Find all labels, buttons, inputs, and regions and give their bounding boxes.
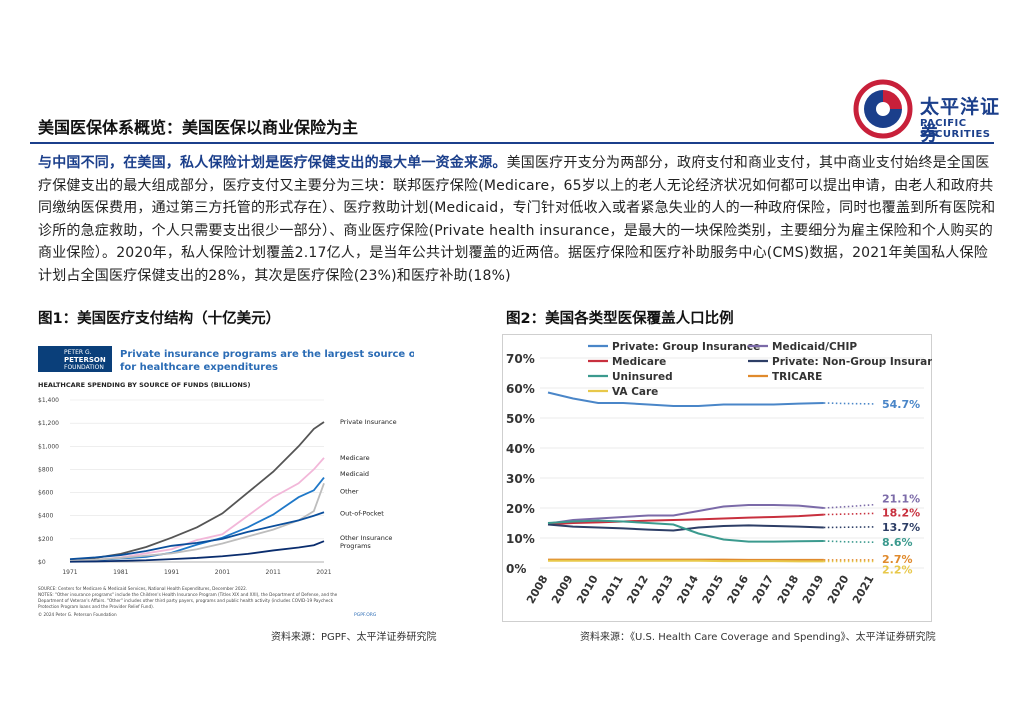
intro-highlight: 与中国不同，在美国，私人保险计划是医疗保健支出的最大单一资金来源。 bbox=[38, 155, 507, 171]
chart1-x-tick-label: 2011 bbox=[266, 569, 281, 576]
chart1-series-label: Other bbox=[340, 487, 359, 495]
chart2-projection-private-non-group-insurance bbox=[823, 526, 875, 529]
chart2-legend-label: Private: Non-Group Insurance bbox=[772, 356, 932, 368]
chart1-series-label: Other Insurance bbox=[340, 534, 392, 542]
chart2-projection-uninsured bbox=[823, 540, 875, 543]
chart2-projection-medicaid-chip bbox=[823, 503, 875, 509]
chart1-series-label: Programs bbox=[340, 542, 371, 550]
chart1-series-label: Medicare bbox=[340, 454, 370, 462]
chart1-x-tick-label: 2001 bbox=[215, 569, 230, 576]
chart2-end-label: 2.7% bbox=[882, 553, 913, 566]
chart2-end-label: 54.7% bbox=[882, 398, 920, 411]
logo-subtext: PACIFIC SECURITIES bbox=[920, 118, 991, 140]
chart2-end-label: 18.2% bbox=[882, 507, 920, 520]
chart1-x-tick-label: 2021 bbox=[316, 569, 331, 576]
figure2-chart: 0% 10% 20% 30% 40% 50% 60% 70% 2008 2009 2010 2011 2… bbox=[502, 334, 948, 622]
chart2-legend-label: VA Care bbox=[612, 386, 658, 398]
chart1-y-tick-label: $600 bbox=[38, 490, 53, 497]
figure1-title: 图1：美国医疗支付结构（十亿美元） bbox=[38, 311, 281, 327]
brand-line3: FOUNDATION bbox=[64, 364, 104, 371]
chart1-series-label: Out-of-Pocket bbox=[340, 509, 384, 517]
chart1-y-tick-label: $1,000 bbox=[38, 443, 59, 450]
chart1-line-out-of-pocket bbox=[69, 511, 325, 561]
brand-line1: PETER G. bbox=[64, 349, 92, 356]
header-divider bbox=[30, 142, 994, 144]
intro-body: 美国医疗开支分为两部分，政府支付和商业支付，其中商业支付始终是全国医疗保健支出的… bbox=[38, 155, 996, 284]
company-logo: 太平洋证券 PACIFIC SECURITIES bbox=[852, 78, 1012, 145]
chart2-y-tick-label: 50% bbox=[506, 412, 535, 426]
chart1-headline-1: Private insurance programs are the large… bbox=[120, 349, 414, 360]
chart2-y-tick-label: 20% bbox=[506, 502, 535, 516]
chart1-series-label: Private Insurance bbox=[340, 418, 397, 426]
chart2-end-label: 21.1% bbox=[882, 492, 920, 505]
logo-text: 太平洋证券 bbox=[920, 96, 1001, 145]
chart1-x-tick-label: 1971 bbox=[62, 569, 77, 576]
figure2-title: 图2：美国各类型医保覆盖人口比例 bbox=[506, 311, 734, 327]
chart2-end-label: 13.7% bbox=[882, 521, 920, 534]
chart2-line-medicaid-chip bbox=[547, 504, 824, 525]
chart1-footnote-4: Protection Program loans and the Provide… bbox=[38, 604, 154, 609]
chart1-y-tick-label: $800 bbox=[38, 466, 53, 473]
chart2-legend-label: TRICARE bbox=[772, 371, 822, 383]
chart2-projection-medicare bbox=[823, 512, 875, 516]
chart2-legend-label: Uninsured bbox=[612, 371, 673, 383]
logo-mark-icon bbox=[853, 79, 913, 139]
chart1-footnote-code: PGPF.ORG bbox=[354, 612, 377, 618]
chart2-legend-label: Medicare bbox=[612, 356, 666, 368]
chart1-x-tick-label: 1991 bbox=[164, 569, 179, 576]
brand-line2: PETERSON bbox=[64, 356, 106, 364]
spending-by-source-chart: PETER G. PETERSON FOUNDATION Private ins… bbox=[38, 346, 467, 618]
chart1-y-tick-label: $1,400 bbox=[38, 397, 59, 404]
chart1-y-tick-label: $200 bbox=[38, 536, 53, 543]
chart2-y-tick-label: 40% bbox=[506, 442, 535, 456]
figure1-chart: PETER G. PETERSON FOUNDATION Private ins… bbox=[34, 336, 467, 624]
chart2-line-uninsured bbox=[547, 519, 824, 543]
figure2-source: 资料来源：《U.S. Health Care Coverage and Spen… bbox=[580, 632, 936, 643]
chart1-series-label: Medicaid bbox=[340, 470, 369, 478]
chart2-line-va-care bbox=[548, 559, 824, 563]
chart2-line-medicare bbox=[547, 513, 824, 526]
chart2-end-label: 8.6% bbox=[882, 536, 913, 549]
chart2-line-private-group-insurance bbox=[547, 391, 824, 407]
chart2-y-tick-label: 0% bbox=[506, 562, 526, 576]
chart2-y-tick-label: 10% bbox=[506, 532, 535, 546]
page-title: 美国医保体系概览：美国医保以商业保险为主 bbox=[38, 118, 359, 137]
chart1-subhead: HEALTHCARE SPENDING BY SOURCE OF FUNDS (… bbox=[38, 381, 250, 389]
coverage-share-chart: 0%10%20%30%40%50%60%70%20082009201020112… bbox=[502, 334, 948, 622]
chart2-projection-private-group-insurance bbox=[823, 402, 875, 405]
pgpf-logo-icon bbox=[38, 346, 112, 372]
chart1-y-tick-label: $400 bbox=[38, 513, 53, 520]
chart1-y-tick-label: $1,200 bbox=[38, 420, 59, 427]
chart1-line-other-insurance-programs bbox=[69, 540, 325, 563]
chart2-y-tick-label: 30% bbox=[506, 472, 535, 486]
chart1-x-tick-label: 1981 bbox=[113, 569, 128, 576]
figure1-source: 资料来源：PGPF、太平洋证券研究院 bbox=[271, 632, 437, 643]
intro-paragraph: 与中国不同，在美国，私人保险计划是医疗保健支出的最大单一资金来源。美国医疗开支分… bbox=[38, 152, 996, 287]
chart1-footnote-3: Department of Veteran's Affairs. "Other"… bbox=[38, 598, 334, 603]
chart2-legend-label: Private: Group Insurance bbox=[612, 341, 760, 353]
chart1-y-tick-label: $0 bbox=[38, 559, 46, 566]
chart1-line-medicare bbox=[69, 457, 325, 562]
chart2-y-tick-label: 70% bbox=[506, 352, 535, 366]
chart2-y-tick-label: 60% bbox=[506, 382, 535, 396]
chart1-headline-2: for healthcare expenditures bbox=[120, 362, 278, 373]
chart1-footnote-2: NOTES: "Other insurance programs" includ… bbox=[38, 592, 338, 597]
chart2-end-label: 2.2% bbox=[882, 564, 913, 577]
chart2-legend-label: Medicaid/CHIP bbox=[772, 341, 857, 353]
chart1-footnote-1: SOURCE: Centers for Medicare & Medicaid … bbox=[38, 586, 247, 591]
chart1-footnote-5: © 2024 Peter G. Peterson Foundation bbox=[38, 612, 117, 617]
